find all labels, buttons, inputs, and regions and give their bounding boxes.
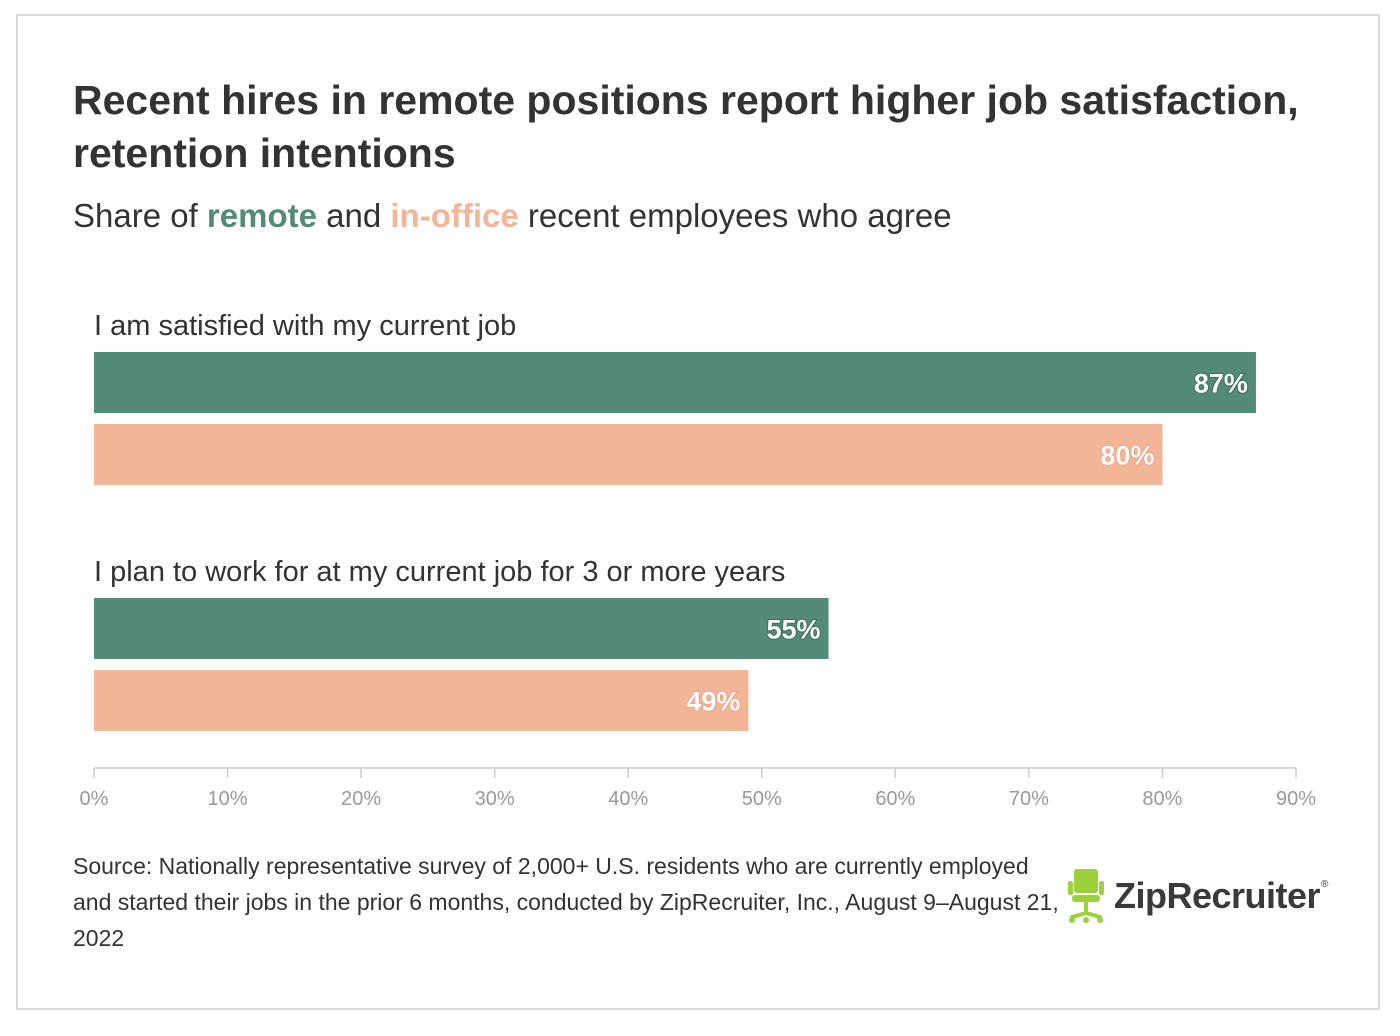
- subtitle-suffix: recent employees who agree: [518, 197, 952, 234]
- subtitle-middle: and: [316, 197, 391, 234]
- category-label-satisfied: I am satisfied with my current job: [94, 310, 517, 342]
- chart-card: [16, 14, 1380, 1010]
- x-tick-label-80: 80%: [1142, 788, 1182, 810]
- chart-title: Recent hires in remote positions report …: [73, 77, 1299, 176]
- bar-value-label-office-0: 80%: [1100, 441, 1154, 471]
- office-chair-icon: [1068, 869, 1104, 923]
- legend-remote: remote: [206, 197, 317, 234]
- ziprecruiter-logo: ZipRecruiter ®: [1066, 866, 1328, 926]
- x-tick-label-90: 90%: [1276, 788, 1316, 810]
- x-tick-label-20: 20%: [341, 788, 381, 810]
- source-note: Source: Nationally representative survey…: [73, 853, 1059, 951]
- x-tick-label-30: 30%: [475, 788, 515, 810]
- x-tick-label-40: 40%: [608, 788, 648, 810]
- category-label-retention: I plan to work for at my current job for…: [94, 556, 786, 588]
- logo-registered-mark: ®: [1321, 878, 1329, 890]
- bar-office-0: [94, 424, 1163, 485]
- bar-value-label-office-1: 49%: [686, 687, 740, 717]
- x-tick-label-50: 50%: [742, 788, 782, 810]
- subtitle-prefix: Share of: [73, 197, 207, 234]
- bar-office-1: [94, 670, 749, 731]
- bar-remote-1: [94, 598, 829, 659]
- logo-wordmark: ZipRecruiter: [1114, 875, 1321, 916]
- bar-value-label-remote-1: 55%: [767, 615, 821, 645]
- x-tick-label-0: 0%: [80, 788, 109, 810]
- x-tick-label-10: 10%: [208, 788, 248, 810]
- bar-remote-0: [94, 352, 1256, 413]
- bar-value-label-remote-0: 87%: [1194, 369, 1248, 399]
- x-tick-label-70: 70%: [1009, 788, 1049, 810]
- x-tick-label-60: 60%: [875, 788, 915, 810]
- chart-subtitle: Share of remote and in-office recent emp…: [73, 194, 952, 238]
- legend-in-office: in-office: [390, 197, 519, 234]
